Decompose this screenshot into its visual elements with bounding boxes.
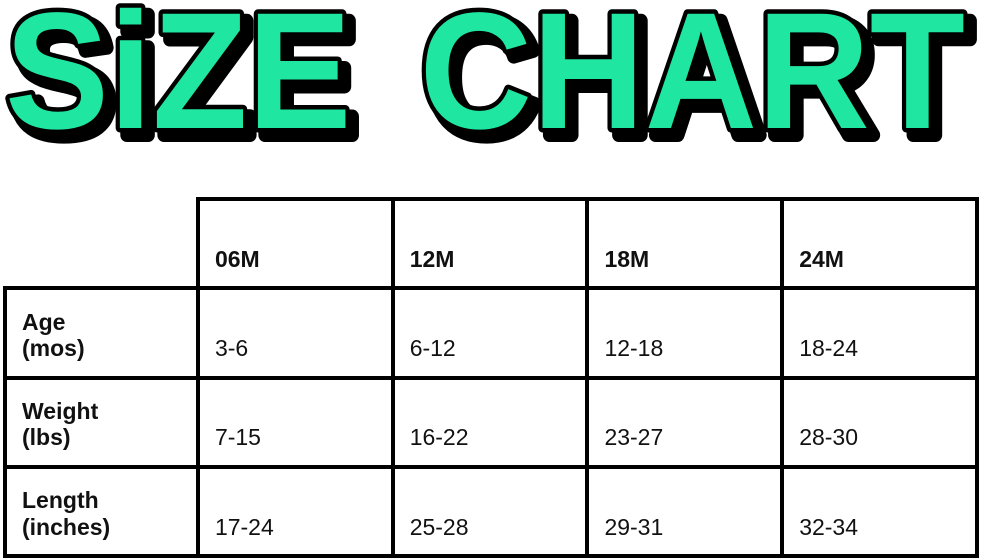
svg-text:CHART: CHART <box>420 0 966 160</box>
svg-text:SiZE: SiZE <box>5 0 352 160</box>
